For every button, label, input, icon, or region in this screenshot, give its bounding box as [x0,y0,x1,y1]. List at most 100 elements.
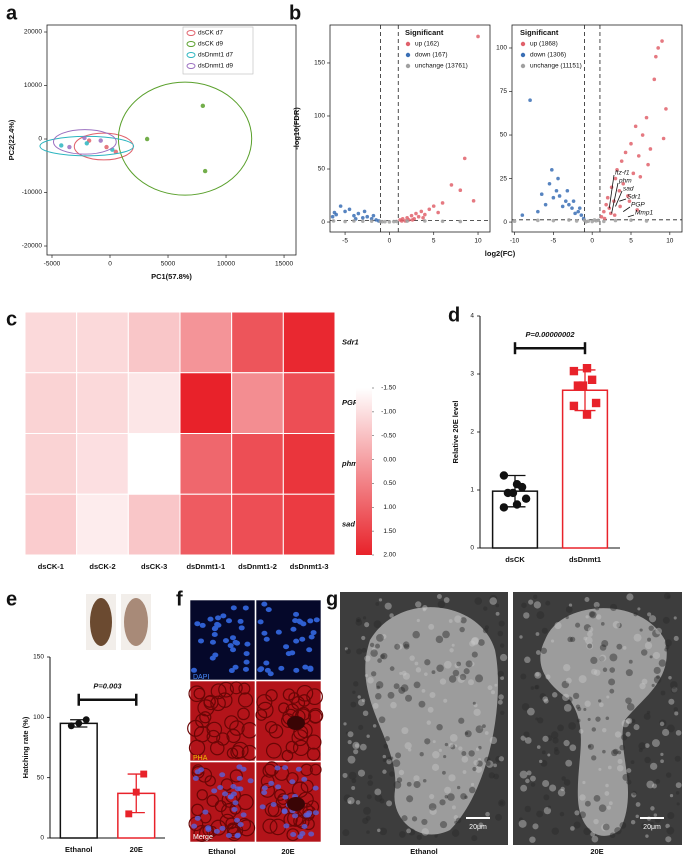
sem-pit [389,613,394,618]
colorbar-label: 1.50 [383,528,396,535]
point [648,147,653,151]
sem-pit [409,655,415,661]
sem-pit [530,782,536,787]
legend-label: unchange (13761) [415,63,468,70]
sem-pit [454,820,458,824]
nucleus [244,641,251,647]
sem-pit [491,690,496,695]
point [660,39,664,43]
point [331,219,336,223]
cell-outline [206,729,221,744]
sem-pit [456,785,461,790]
sem-pit [344,647,349,651]
p-value: P=0.00000002 [525,330,575,339]
y-tick-label: 1 [470,487,474,494]
sem-pit [352,690,356,694]
sem-pit [460,793,467,800]
sem-pit [355,617,362,623]
sem-pit [614,827,622,835]
sem-pit [622,646,627,650]
nucleus [192,775,199,781]
sem-pit [640,649,648,656]
sem-pit [526,770,532,776]
nucleus [307,618,314,624]
sem-pit [541,627,548,634]
point [423,219,427,223]
legend-symbol [520,52,526,58]
sem-pit [666,724,675,733]
point [652,77,657,82]
sem-pit [648,625,654,631]
cell-outline [265,720,278,734]
sem-egg [365,607,498,835]
sem-pit [524,737,532,744]
sem-pit [364,673,368,678]
sem-pit [395,752,402,759]
nucleus [234,817,241,823]
point [626,194,630,198]
sem-pit [651,739,660,748]
sem-pit [389,756,394,760]
nucleus [281,808,288,814]
nucleus [283,644,290,650]
sem-pit [626,717,633,725]
sem-pit [660,752,664,756]
sem-pit [660,759,664,764]
point [476,34,480,39]
sem-pit [399,831,406,838]
sem-pit [542,779,550,788]
sem-pit [668,698,675,705]
sem-pit [377,828,381,833]
sem-pit [635,814,639,819]
nucleus [230,647,237,653]
sem-pit [616,643,623,650]
sem-pit [450,744,456,750]
sem-pit [497,630,504,637]
sem-pit [372,724,377,728]
sem-pit [469,786,476,794]
sem-pit [551,827,559,835]
sem-pit [617,758,623,765]
sem-pit [593,794,601,802]
point [67,722,75,730]
sem-pit [347,740,352,745]
sem-pit [380,652,388,660]
sem-pit [557,724,564,732]
plot-frame [511,24,683,233]
point [410,218,415,222]
sem-pit [540,759,548,767]
heatmap-cell [127,311,181,374]
y-tick-label: 0 [503,219,507,226]
nucleus [307,666,314,672]
point [499,503,509,512]
sem-pit [495,755,502,763]
sem-pit [670,686,678,694]
panel-label: b [289,2,301,24]
point [512,219,517,224]
row-label: Sdr1 [342,337,359,346]
point [536,209,540,214]
sem-pit [427,706,434,713]
point [132,788,140,796]
sem-pit [546,735,553,742]
sem-pit [498,756,505,762]
x-tick-label: 0 [388,238,392,245]
x-axis-label: PC1(57.8%) [151,272,192,281]
annotation-line [608,174,615,209]
sem-pit [541,750,546,755]
sem-pit [488,772,495,779]
y-tick-label: 100 [496,45,507,52]
scale-label: 20μm [469,824,487,831]
sem-pit [402,641,410,648]
point [577,206,582,210]
sem-pit [600,621,605,626]
sem-pit [392,759,401,768]
sem-pit [479,726,483,730]
x-tick-label: 15000 [275,261,293,268]
sem-pit [411,816,418,822]
sem-pit [358,699,365,706]
sem-pit [652,651,661,660]
legend-symbol [186,52,196,58]
column-label: dsCK-2 [89,562,115,571]
sem-pit [454,662,460,669]
